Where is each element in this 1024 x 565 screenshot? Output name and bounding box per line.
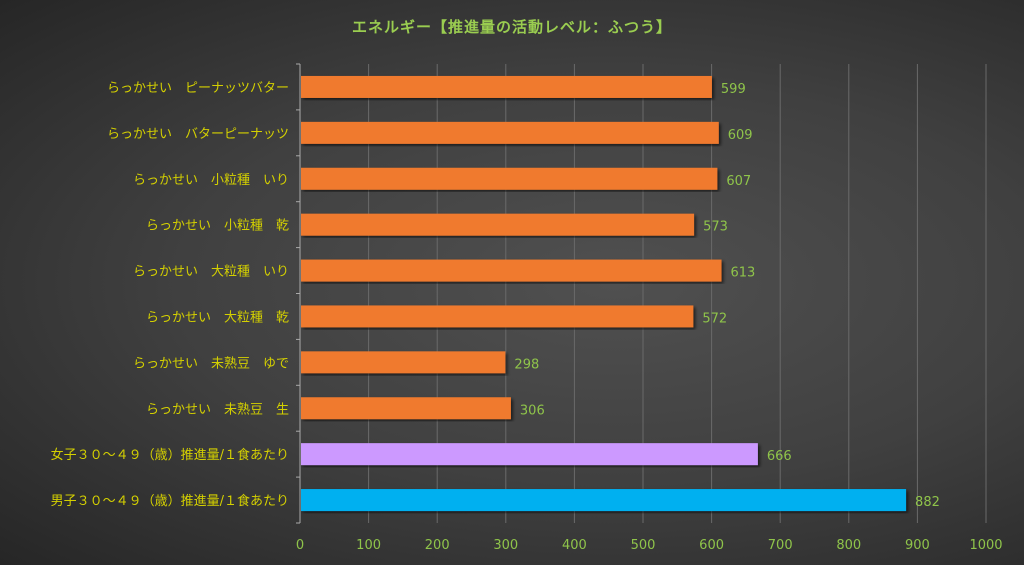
bar xyxy=(301,75,712,98)
x-tick-label: 900 xyxy=(905,538,930,553)
x-tick-label: 500 xyxy=(631,538,656,553)
bar xyxy=(301,213,695,236)
data-label: 573 xyxy=(703,220,728,235)
category-label: らっかせい 小粒種 いり xyxy=(133,172,289,188)
bar xyxy=(301,489,907,512)
bar xyxy=(301,351,506,374)
bar xyxy=(301,443,758,466)
data-label: 306 xyxy=(520,403,545,418)
x-tick-label: 100 xyxy=(356,538,381,553)
data-label: 882 xyxy=(915,495,940,510)
category-label: らっかせい 大粒種 乾 xyxy=(146,309,289,325)
chart-title: エネルギー【推進量の活動レベル：ふつう】 xyxy=(351,18,672,36)
category-label: らっかせい 未熟豆 ゆで xyxy=(133,355,289,371)
category-label: らっかせい 小粒種 乾 xyxy=(146,218,289,234)
category-label: らっかせい 大粒種 いり xyxy=(133,264,289,280)
x-tick-label: 600 xyxy=(699,538,724,553)
bar xyxy=(301,259,722,282)
bar xyxy=(301,305,694,328)
x-tick-label: 1000 xyxy=(969,538,1002,553)
category-label: らっかせい 未熟豆 生 xyxy=(146,401,289,417)
data-label: 607 xyxy=(726,174,751,189)
category-label: 男子３０～４９（歳）推進量/１食あたり xyxy=(51,493,289,509)
category-label: らっかせい ピーナッツバター xyxy=(107,81,289,96)
category-label: らっかせい バターピーナッツ xyxy=(107,127,289,142)
data-label: 599 xyxy=(721,82,746,97)
data-label: 609 xyxy=(728,128,753,143)
x-tick-label: 0 xyxy=(296,538,304,553)
data-label: 613 xyxy=(731,266,756,281)
data-label: 298 xyxy=(514,357,539,372)
data-label: 572 xyxy=(702,311,727,326)
x-tick-label: 700 xyxy=(768,538,793,553)
bar xyxy=(301,121,719,144)
x-tick-label: 400 xyxy=(562,538,587,553)
data-label: 666 xyxy=(767,449,792,464)
x-tick-label: 800 xyxy=(836,538,861,553)
bar xyxy=(301,167,718,190)
x-tick-label: 200 xyxy=(425,538,450,553)
x-tick-label: 300 xyxy=(493,538,518,553)
category-label: 女子３０～４９（歳）推進量/１食あたり xyxy=(51,447,289,463)
bar xyxy=(301,397,511,420)
